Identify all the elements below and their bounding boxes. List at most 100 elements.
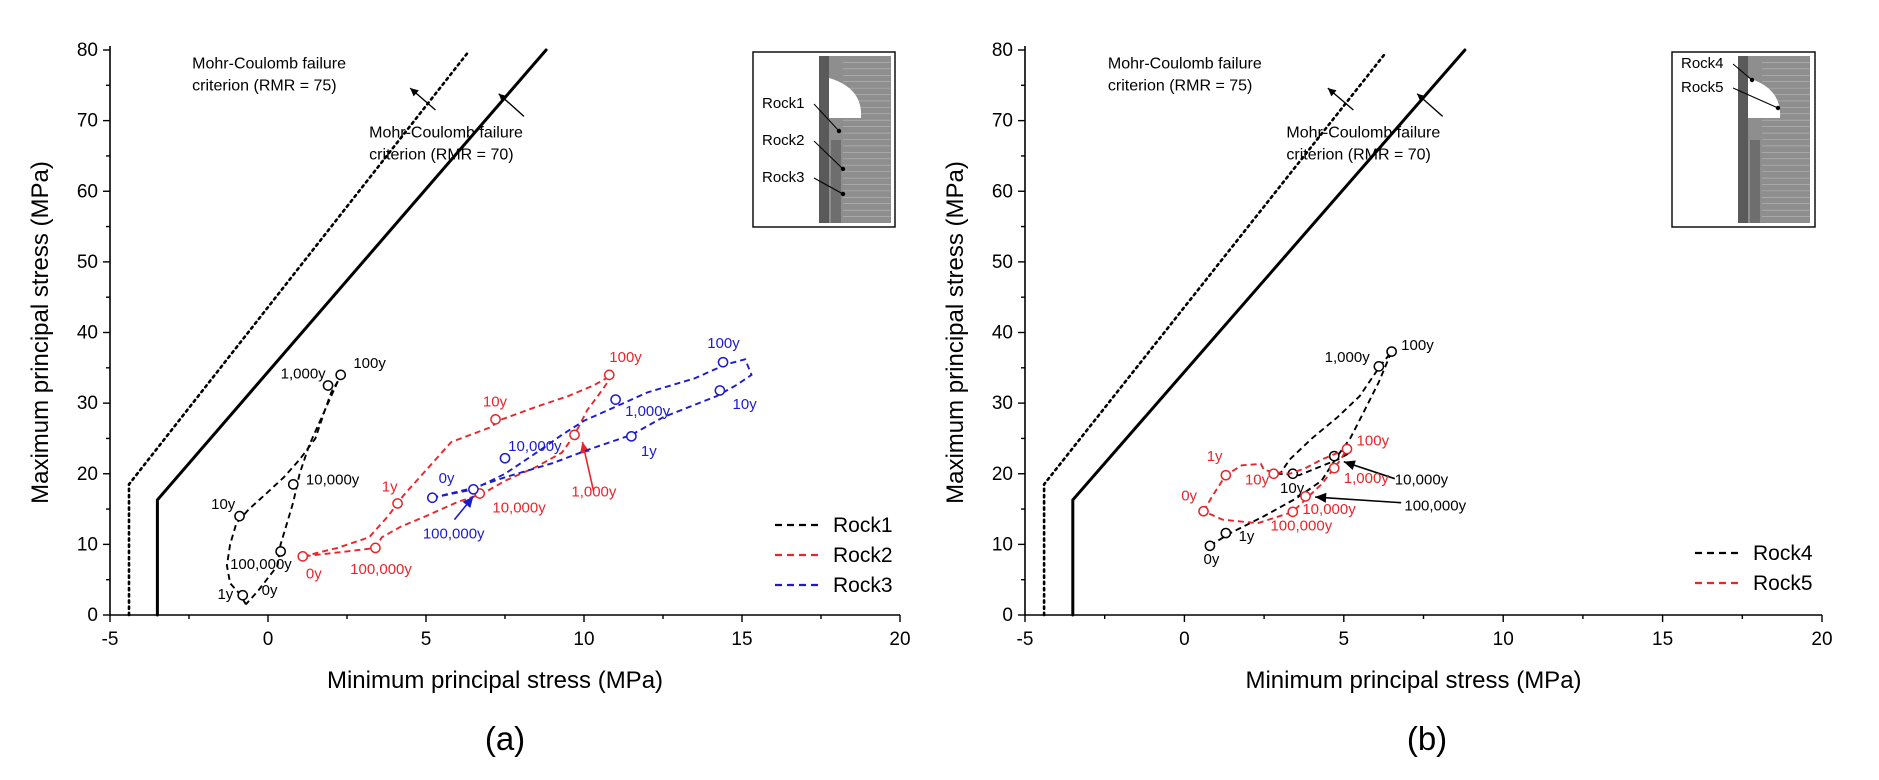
inset-leader-line [813,177,844,195]
y-tick-label: 20 [992,464,1013,485]
series-rock3: 0y 100,000y 10,000y 1,000y 1y 10y 100y [423,335,757,543]
series-line-rock4 [1209,351,1393,547]
data-point-label: 10y [733,396,758,413]
data-point-label: 100y [1401,337,1434,354]
x-tick-label: -5 [1017,629,1034,650]
inset-leader-dot [840,166,846,172]
label-arrow-head [462,496,474,509]
inset-cavity [1748,78,1781,118]
y-tick-label: 70 [992,111,1013,132]
data-point-marker [603,369,615,381]
label-arrow-head [1343,460,1356,470]
y-tick-label: 30 [77,393,98,414]
inset-label-rock5: Rock5 [1681,79,1724,96]
data-point-marker [370,542,381,554]
data-point-label: 1,000y [1344,470,1390,487]
data-point-marker [1268,468,1280,480]
annotation-arrow-head [1327,88,1337,97]
legend-label-rock4: Rock4 [1753,542,1813,565]
data-point-label: 1y [641,443,657,460]
x-tick-label: 20 [889,629,910,650]
data-point-label: 100y [1357,433,1390,450]
annotation-arrow-head [410,88,419,97]
x-tick-label: 0 [1179,629,1190,650]
x-tick-label: 10 [1493,629,1514,650]
inset-leader-line [1732,63,1753,81]
y-tick-label: 10 [992,534,1013,555]
data-point-label: 100,000y [230,556,292,573]
data-point-marker [714,385,726,396]
inset-leader-dot [840,191,846,197]
failure-criterion-label-line1: Mohr-Coulomb failure [1286,125,1440,142]
series-line-rock3 [432,358,753,499]
data-point-label: 10y [483,394,508,411]
x-tick-label: -5 [102,629,119,650]
data-point-marker [1300,491,1311,502]
inset-buffer-layer [1750,140,1760,223]
data-point-marker [1220,469,1232,481]
data-point-label: 100,000y [423,526,485,543]
y-axis-title: Maximum principal stress (MPa) [942,161,969,504]
inset-leader-dot [1749,77,1755,83]
inset-leader-line [813,140,844,170]
failure-criterion-label-line1: Mohr-Coulomb failure [192,55,346,72]
panel-label: (b) [1407,720,1447,757]
data-point-label: 100y [609,349,642,366]
x-tick-label: 10 [573,629,594,650]
inset-tunnel-wall [1738,56,1748,223]
data-point-label: 0y [1204,551,1220,568]
data-point-label: 10,000y [1302,501,1356,518]
data-point-marker [335,369,347,381]
inset-leader-dot [1775,105,1781,111]
inset-leader-line [813,103,840,132]
data-point-marker [1204,540,1216,552]
x-tick-label: 15 [1652,629,1673,650]
label-arrow-head [1315,492,1327,503]
y-tick-label: 40 [77,323,98,344]
legend-label-rock2: Rock2 [833,544,893,567]
data-point-label: 10,000y [492,500,546,517]
y-tick-label: 40 [992,323,1013,344]
y-tick-label: 10 [77,534,98,555]
x-tick-label: 20 [1811,629,1832,650]
data-point-marker [569,429,580,441]
x-axis-title: Minimum principal stress (MPa) [327,667,663,694]
data-point-label: 10y [211,496,236,513]
y-tick-label: 80 [77,40,98,61]
x-tick-label: 5 [1339,629,1350,650]
data-point-label: 1,000y [625,403,671,420]
data-point-marker [1287,506,1299,518]
data-point-marker [1373,361,1385,372]
inset-label-rock3: Rock3 [762,169,805,186]
failure-criterion-label-line2: criterion (RMR = 70) [369,147,513,164]
y-tick-label: 50 [992,252,1013,273]
data-point-marker [1220,527,1232,539]
data-point-label: 1,000y [281,365,327,382]
data-point-marker [392,498,403,509]
inset-label-rock2: Rock2 [762,132,805,149]
failure-criterion-label-line2: criterion (RMR = 75) [192,77,336,94]
data-point-label: 10,000y [306,471,360,488]
inset-mesh-figure: Rock4 Rock5 [1671,51,1816,228]
data-point-label: 10y [1280,480,1305,497]
data-point-label: 1y [1207,448,1223,465]
inset-buffer-layer [831,140,841,223]
data-point-marker [610,394,621,405]
panel-label: (a) [485,720,525,757]
failure-criterion-label-line2: criterion (RMR = 75) [1108,77,1252,94]
x-tick-label: 5 [421,629,432,650]
y-tick-label: 0 [87,605,98,626]
data-point-marker [1341,443,1353,455]
series-line-rock1 [225,374,342,606]
label-arrow-head [579,441,590,454]
data-point-label: 0y [439,470,455,487]
failure-criterion-label-line1: Mohr-Coulomb failure [1108,55,1262,72]
inset-cavity [829,78,862,118]
y-tick-label: 80 [992,40,1013,61]
data-point-label: 10,000y [508,438,562,455]
data-point-marker [1386,346,1397,357]
